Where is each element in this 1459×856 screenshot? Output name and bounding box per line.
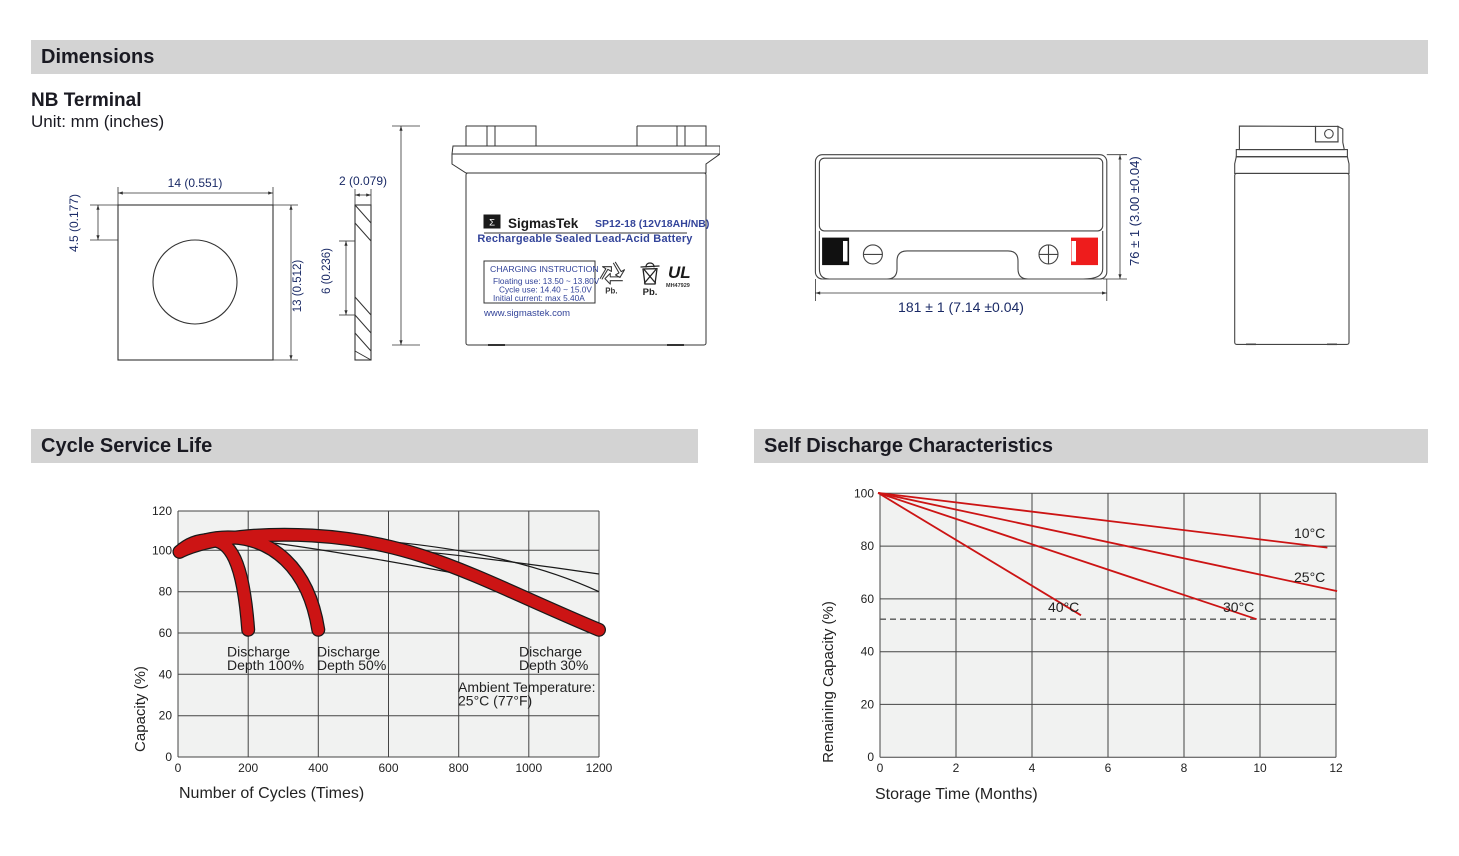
- svg-text:SP12-18 (12V18AH/NB): SP12-18 (12V18AH/NB): [595, 218, 709, 230]
- svg-text:80: 80: [861, 539, 875, 553]
- svg-text:Pb.: Pb.: [643, 287, 658, 298]
- svg-text:4: 4: [1029, 761, 1036, 775]
- svg-text:1000: 1000: [515, 761, 542, 775]
- svg-text:30°C: 30°C: [1223, 599, 1254, 615]
- svg-text:1200: 1200: [586, 761, 613, 775]
- svg-text:100: 100: [152, 543, 172, 557]
- svg-text:60: 60: [159, 626, 173, 640]
- svg-text:Storage Time (Months): Storage Time (Months): [875, 786, 1038, 803]
- svg-text:2: 2: [953, 761, 960, 775]
- svg-text:SigmasTek: SigmasTek: [508, 216, 579, 231]
- svg-text:2 (0.079): 2 (0.079): [339, 174, 387, 188]
- svg-text:0: 0: [867, 750, 874, 764]
- svg-text:120: 120: [152, 504, 172, 518]
- svg-text:Depth 30%: Depth 30%: [519, 657, 588, 673]
- svg-text:Pb.: Pb.: [605, 286, 617, 295]
- svg-text:Depth 50%: Depth 50%: [317, 657, 386, 673]
- svg-text:20: 20: [861, 697, 875, 711]
- svg-text:100: 100: [854, 486, 874, 500]
- svg-text:40: 40: [159, 667, 173, 681]
- svg-text:200: 200: [238, 761, 258, 775]
- svg-text:Capacity (%): Capacity (%): [132, 666, 149, 752]
- svg-text:40: 40: [861, 645, 875, 659]
- svg-text:Remaining Capacity (%): Remaining Capacity (%): [820, 601, 837, 763]
- svg-text:6 (0.236): 6 (0.236): [321, 248, 333, 294]
- svg-text:800: 800: [449, 761, 469, 775]
- svg-text:MH47929: MH47929: [666, 283, 690, 289]
- svg-text:40°C: 40°C: [1048, 599, 1079, 615]
- svg-text:4.5 (0.177): 4.5 (0.177): [67, 194, 81, 252]
- svg-text:60: 60: [861, 592, 875, 606]
- svg-text:25°C (77°F): 25°C (77°F): [458, 693, 532, 709]
- svg-text:10: 10: [1253, 761, 1267, 775]
- svg-text:Rechargeable Sealed Lead-Acid: Rechargeable Sealed Lead-Acid Battery: [477, 233, 693, 245]
- svg-text:80: 80: [159, 585, 173, 599]
- svg-text:181 ± 1 (7.14 ±0.04): 181 ± 1 (7.14 ±0.04): [898, 299, 1024, 315]
- svg-text:www.sigmastek.com: www.sigmastek.com: [483, 308, 570, 319]
- svg-text:10°C: 10°C: [1294, 525, 1325, 541]
- svg-text:600: 600: [378, 761, 398, 775]
- svg-text:13 (0.512): 13 (0.512): [292, 260, 304, 313]
- svg-text:76 ± 1 (3.00 ±0.04): 76 ± 1 (3.00 ±0.04): [1127, 156, 1142, 266]
- svg-text:Depth 100%: Depth 100%: [227, 657, 304, 673]
- svg-text:Σ: Σ: [489, 218, 495, 229]
- svg-text:0: 0: [877, 761, 884, 775]
- svg-text:25°C: 25°C: [1294, 569, 1325, 585]
- svg-text:12: 12: [1329, 761, 1343, 775]
- svg-text:CHARGING INSTRUCTION: CHARGING INSTRUCTION: [490, 264, 599, 274]
- svg-text:0: 0: [165, 750, 172, 764]
- svg-text:Number of Cycles (Times): Number of Cycles (Times): [179, 785, 364, 802]
- svg-text:UL: UL: [668, 263, 691, 282]
- svg-text:Initial current: max 5.40A: Initial current: max 5.40A: [493, 293, 585, 303]
- svg-text:8: 8: [1181, 761, 1188, 775]
- svg-text:20: 20: [159, 709, 173, 723]
- svg-text:400: 400: [308, 761, 328, 775]
- svg-text:14 (0.551): 14 (0.551): [168, 176, 223, 190]
- svg-text:6: 6: [1105, 761, 1112, 775]
- svg-text:0: 0: [175, 761, 182, 775]
